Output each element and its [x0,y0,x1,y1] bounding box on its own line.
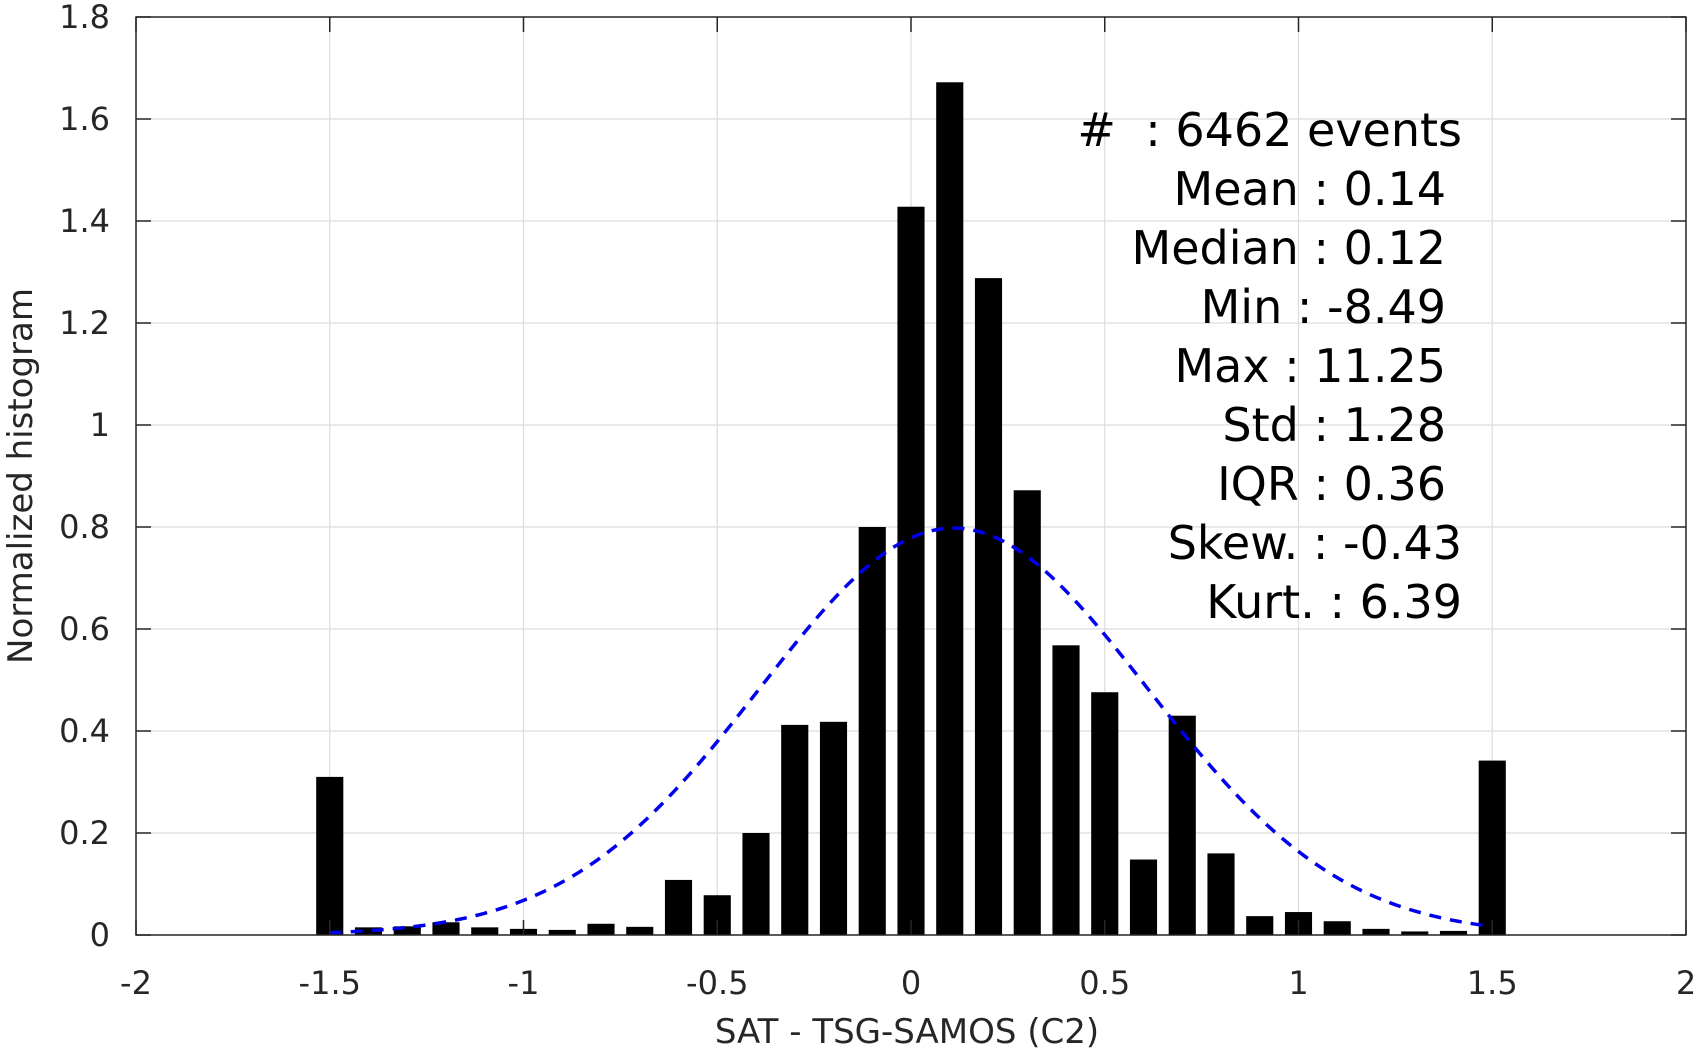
stat-min: Min : -8.49 [1201,280,1446,334]
histogram-bar [1362,928,1390,935]
histogram-bar [664,879,693,935]
x-tick-label: 2 [1676,964,1696,1002]
stats-annotation: # : 6462 events Mean : 0.14 Median : 0.1… [1077,103,1462,629]
x-tick-label: 0.5 [1079,964,1130,1002]
histogram-bar [1401,931,1429,935]
histogram-bar [974,278,1003,935]
histogram-bar [897,206,925,936]
axis-ticks [135,16,1687,936]
x-tick-labels: -2 -1.5 -1 -0.5 0 0.5 1 1.5 2 [120,964,1696,1002]
histogram-bar [1478,760,1506,935]
stat-max: Max : 11.25 [1174,339,1446,393]
histogram-bar [587,923,615,935]
x-axis-title: SAT - TSG-SAMOS (C2) [715,1012,1099,1052]
y-tick-label: 0.2 [59,814,110,852]
histogram-bar [471,927,499,935]
y-tick-label: 1.6 [59,100,110,138]
y-tick-labels: 0 0.2 0.4 0.6 0.8 1 1.2 1.4 1.6 1.8 [59,0,110,954]
histogram-bar [1129,859,1158,935]
histogram-bar [1207,853,1235,935]
histogram-bar [1246,916,1274,935]
histogram-bar [548,929,576,935]
bars [316,82,1506,936]
histogram-bar [858,527,886,935]
histogram-bar [1013,490,1041,935]
y-axis-title: Normalized histogram [1,288,41,664]
stat-skew: Skew. : -0.43 [1168,516,1462,570]
histogram-bar [1323,921,1351,935]
y-tick-label: 1.4 [59,202,110,240]
stat-std: Std : 1.28 [1222,398,1446,452]
stat-kurt: Kurt. : 6.39 [1206,575,1462,629]
y-tick-label: 0.6 [59,610,110,648]
x-tick-label: 1.5 [1467,964,1518,1002]
histogram-bar [1168,715,1196,935]
histogram-bar [1052,645,1080,935]
y-tick-label: 0 [90,916,110,954]
histogram-bar [936,82,964,935]
histogram-bar [742,833,770,935]
x-tick-label: -0.5 [686,964,748,1002]
y-tick-label: 0.4 [59,712,110,750]
histogram-bar [354,927,383,935]
stat-iqr: IQR : 0.36 [1217,457,1446,511]
x-tick-label: 0 [901,964,921,1002]
y-tick-label: 1 [90,406,110,444]
y-tick-label: 1.8 [59,0,110,36]
normal-fit-curve [329,526,1493,935]
histogram-bar [626,926,654,935]
x-tick-label: -1 [508,964,540,1002]
histogram-bar [781,724,809,935]
histogram-bar [432,922,460,935]
y-tick-label: 1.2 [59,304,110,342]
histogram-bar [1091,692,1119,935]
stat-median: Median : 0.12 [1132,221,1446,275]
stat-count: # : 6462 events [1077,103,1462,157]
histogram-bar [1439,930,1468,935]
histogram-bar [316,776,344,935]
x-tick-label: 1 [1288,964,1308,1002]
y-tick-label: 0.8 [59,508,110,546]
x-tick-label: -2 [120,964,152,1002]
x-tick-label: -1.5 [299,964,361,1002]
stat-mean: Mean : 0.14 [1174,162,1447,216]
histogram-bar [819,721,848,935]
histogram-bar [393,926,421,935]
